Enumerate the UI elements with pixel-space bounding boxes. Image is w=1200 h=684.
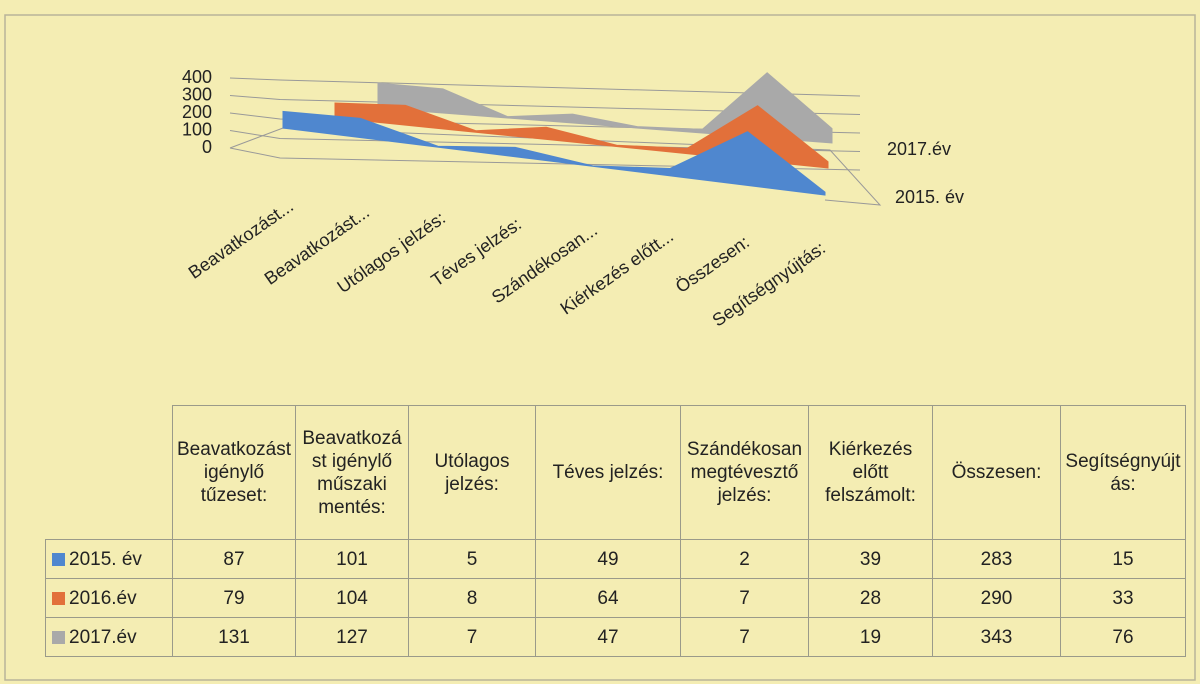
table-value: 15 [1060, 539, 1186, 579]
column-header: Segítségnyújtás: [1060, 405, 1186, 540]
table-value: 47 [535, 617, 681, 657]
legend-swatch [52, 591, 65, 605]
table-value: 5 [408, 539, 536, 579]
y-tick-label: 0 [202, 137, 212, 157]
table-value: 7 [408, 617, 536, 657]
x-tick-label: Összesen: [672, 232, 753, 297]
header-row: Beavatkozást igénylő tűzeset: Beavatkozás… [46, 405, 1186, 540]
corner [46, 406, 173, 540]
floor [229, 127, 882, 206]
column-header: Beavatkozást igénylő műszaki mentés: [295, 405, 409, 540]
area [282, 110, 826, 196]
table-value: 131 [172, 617, 296, 657]
table-value: 79 [172, 578, 296, 618]
table-value: 127 [295, 617, 409, 657]
data-row: 2016.év 79 104 8 64 7 28 290 33 [45, 578, 1186, 618]
y-tick-label: 100 [182, 119, 212, 139]
column-header: Összesen: [932, 405, 1061, 540]
legend-label: 2017.év [69, 626, 137, 648]
legend-swatch [52, 552, 65, 566]
table-value: 28 [808, 578, 933, 618]
table-value: 8 [408, 578, 536, 618]
table-value: 290 [932, 578, 1061, 618]
depth-label: 2015. év [895, 187, 964, 207]
table-value: 2 [680, 539, 809, 579]
table-value: 101 [295, 539, 409, 579]
depth-label: 2017.év [887, 139, 951, 159]
legend-label: 2016.év [69, 587, 137, 609]
chart-border [4, 14, 1196, 681]
column-header: Utólagos jelzés: [408, 405, 536, 540]
table-value: 104 [295, 578, 409, 618]
grid-line [229, 147, 861, 171]
table-value: 33 [1060, 578, 1186, 618]
y-tick-label: 200 [182, 102, 212, 122]
column-header: Beavatkozást igénylő tűzeset: [172, 405, 296, 540]
legend-swatch [52, 630, 65, 644]
y-tick-label: 300 [182, 84, 212, 104]
table-value: 49 [535, 539, 681, 579]
table-value: 7 [680, 578, 809, 618]
table-value: 87 [172, 539, 296, 579]
table-value: 343 [932, 617, 1061, 657]
table-value: 64 [535, 578, 681, 618]
table-value: 19 [808, 617, 933, 657]
grid-line [229, 95, 861, 115]
column-header: Téves jelzés: [535, 405, 681, 540]
column-header: Szándékosan megtévesztő jelzés: [680, 405, 809, 540]
legend-label: 2015. év [69, 548, 142, 570]
legend-cell: 2016.év [45, 578, 173, 618]
table-value: 76 [1060, 617, 1186, 657]
data-row: 2015. év 87 101 5 49 2 39 283 15 [45, 539, 1186, 579]
grid-line [229, 77, 861, 97]
data-row: 2017.év 131 127 7 47 7 19 343 76 [45, 617, 1186, 657]
column-header: Kiérkezés előtt felszámolt: [808, 405, 933, 540]
table-value: 7 [680, 617, 809, 657]
table-value: 283 [932, 539, 1061, 579]
legend-cell: 2015. év [45, 539, 173, 579]
y-tick-label: 400 [182, 67, 212, 87]
data-table: Beavatkozást igénylő tűzeset: Beavatkozás… [45, 405, 1186, 657]
legend-cell: 2017.év [45, 617, 173, 657]
area [377, 72, 833, 144]
table-value: 39 [808, 539, 933, 579]
